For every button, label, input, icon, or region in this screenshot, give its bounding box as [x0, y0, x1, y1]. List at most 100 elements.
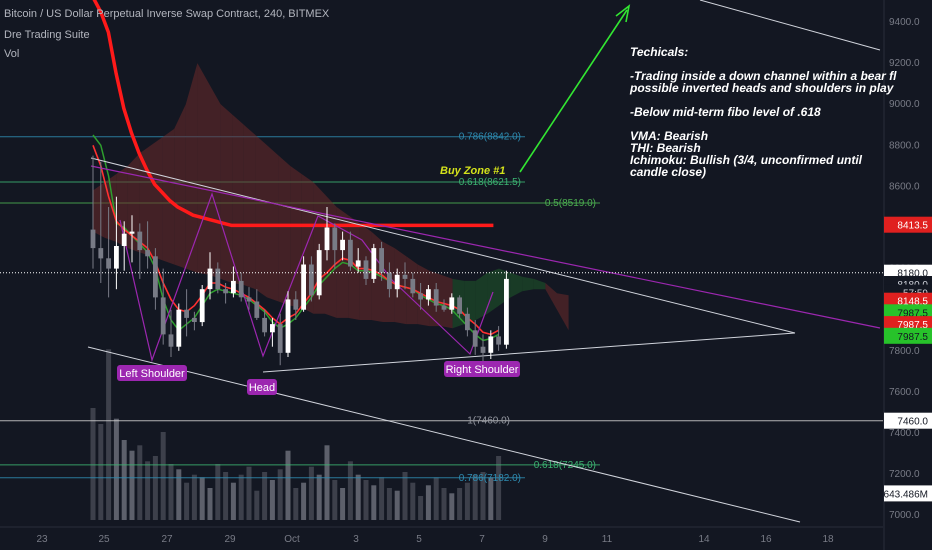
candle-body [285, 299, 291, 353]
pattern-label-box[interactable] [444, 361, 520, 377]
price-badge-text: 8413.5 [897, 221, 928, 232]
price-badge[interactable] [884, 485, 932, 502]
volume-bar [168, 464, 174, 520]
candle-body [426, 289, 431, 300]
candle-body [98, 248, 104, 259]
lower-channel-line[interactable] [87, 346, 801, 523]
volume-bar [496, 456, 502, 520]
candle-body [504, 278, 509, 345]
price-badge[interactable] [884, 327, 932, 344]
technicals-note[interactable]: Techicals: -Trading inside a down channe… [630, 46, 896, 179]
candle-body [332, 227, 338, 251]
candle-body [410, 278, 416, 294]
volume-bar [293, 488, 299, 520]
volume-bar [145, 461, 151, 520]
price-tick-label: 7600.0 [889, 387, 920, 398]
volume-bar [433, 477, 439, 520]
candle-body [355, 260, 361, 267]
candle-body [238, 280, 244, 298]
fib-level-label: 0.786(8842.0) [459, 132, 521, 143]
pattern-label-text: Head [249, 382, 275, 394]
cloud-segment [197, 63, 209, 275]
time-tick-label: 18 [822, 534, 834, 545]
candle-body [394, 274, 400, 290]
candle-body [449, 297, 455, 310]
volume-label[interactable]: Vol [4, 48, 20, 60]
cloud-segment [545, 283, 557, 310]
cloud-segment [185, 63, 198, 273]
price-badge[interactable] [884, 216, 932, 233]
price-tick-label: 7400.0 [889, 428, 920, 439]
fibonacci-retracement[interactable]: 0.786(8842.0) 0.618(8621.5) 0.5(8519.0) 1(7… [0, 132, 883, 484]
buy-zone-label[interactable]: Buy Zone #1 [440, 165, 505, 177]
candle-body [223, 289, 228, 294]
volume-bar [230, 482, 236, 520]
channel-line-top[interactable] [699, 0, 881, 51]
volume-bar [449, 493, 455, 520]
volume-bar [363, 480, 369, 520]
note-line: -Below mid-term fibo level of .618 [630, 105, 821, 119]
pattern-overlay[interactable]: Buy Zone #1 Left Shoulder Head Right Should… [0, 165, 883, 395]
candle-body [114, 246, 119, 269]
volume-bar [464, 482, 470, 520]
volume-bar [480, 472, 486, 520]
note-line: possible inverted heads and shoulders in… [630, 81, 894, 95]
time-tick-label: 7 [479, 534, 485, 545]
volume-bar [215, 464, 221, 520]
time-tick-label: 16 [760, 534, 772, 545]
candle-body [199, 289, 205, 323]
time-axis[interactable]: 23 25 27 29 Oct 3 5 7 9 11 14 16 18 [0, 526, 883, 550]
price-badge[interactable] [884, 412, 932, 429]
price-tick-label: 9400.0 [889, 17, 920, 28]
volume-bar [355, 474, 361, 520]
price-badge-text: 643.486M [884, 489, 928, 500]
pattern-resistance-line[interactable] [90, 165, 881, 329]
volume-bar [207, 488, 213, 520]
price-axis[interactable]: 9400.09200.09000.08800.08600.08400.08200… [883, 0, 932, 550]
price-tick-label: 7000.0 [889, 510, 920, 521]
time-tick-label: 11 [602, 534, 613, 545]
volume-bar [269, 480, 275, 520]
pattern-label-box[interactable] [247, 379, 277, 395]
candle-body [153, 256, 158, 298]
cloud-segment [267, 145, 279, 302]
volume-bar [441, 488, 447, 520]
price-badge-text: 7987.5 [897, 308, 928, 319]
time-tick-label: 27 [161, 534, 173, 545]
volume-bar [246, 466, 252, 520]
head-shoulders-pattern[interactable] [119, 192, 494, 363]
cloud-segment [243, 124, 256, 290]
fib-level-label: 0.5(8519.0) [545, 198, 596, 209]
volume-bar [394, 490, 400, 520]
pattern-label-text: Left Shoulder [119, 368, 185, 380]
candle-body [488, 336, 494, 353]
upper-channel-line[interactable] [90, 157, 796, 334]
cloud-segment [557, 293, 569, 331]
candle-body [106, 258, 111, 269]
cloud-segment [209, 83, 221, 279]
note-line: candle close) [630, 165, 707, 179]
volume-bar [129, 450, 135, 520]
volume-bar [332, 480, 338, 520]
candle-body [176, 309, 182, 347]
trend-drawings[interactable] [87, 0, 881, 523]
neckline[interactable] [262, 332, 796, 373]
buy-arrow-shaft[interactable] [519, 9, 628, 173]
pattern-label-box[interactable] [117, 365, 187, 381]
time-tick-label: 25 [98, 534, 110, 545]
volume-bar [347, 461, 353, 520]
indicator-label[interactable]: Dre Trading Suite [4, 29, 90, 41]
note-line: Ichimoku: Bullish (3/4, unconfirmed unti… [630, 153, 863, 167]
volume-bar [277, 469, 283, 520]
note-line: THI: Bearish [630, 141, 701, 155]
cloud-segment [278, 155, 291, 306]
volume-bar [410, 482, 416, 520]
time-tick-label: 3 [353, 534, 359, 545]
volume-bar [316, 474, 322, 520]
cloud-segment [255, 135, 267, 298]
cloud-segment [510, 272, 523, 298]
cloud-segment [174, 104, 186, 269]
price-badge-text: 7460.0 [897, 417, 928, 428]
candle-body [433, 289, 439, 306]
